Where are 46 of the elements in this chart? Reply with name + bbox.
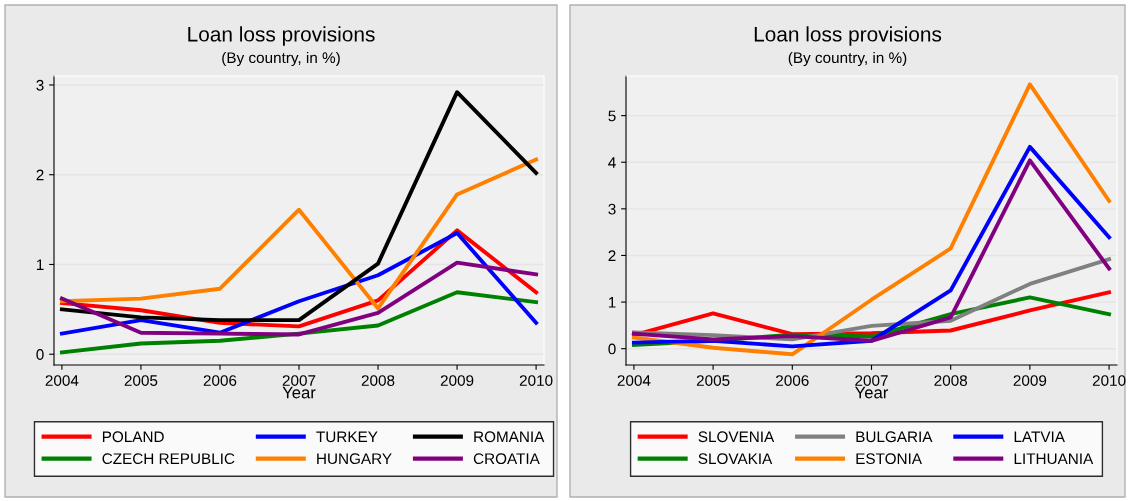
x-tick-label: 2006 [203,375,237,386]
legend-label: HUNGARY [317,453,392,465]
x-tick-label: 2004 [617,375,651,386]
y-tick-label: 3 [36,79,44,91]
x-tick-label: 2007 [855,375,888,386]
legend-label: CROATIA [473,453,540,465]
x-tick-label: 2004 [45,375,79,386]
y-tick-label: 1 [36,259,44,271]
legend-label: LATVIA [1014,431,1065,443]
x-tick-label: 2007 [282,375,316,386]
chart-title: Loan loss provisions [754,26,942,46]
x-tick-label: 2010 [519,375,553,386]
x-tick-label: 2006 [776,375,809,386]
legend-label: SLOVAKIA [698,453,773,465]
chart-subtitle: (By country, in %) [788,51,907,67]
legend-label: CZECH REPUBLIC [102,453,235,465]
legend-label: TURKEY [316,431,378,443]
legend-label: ROMANIA [474,431,545,443]
line-series [59,157,539,311]
x-tick-label: 2008 [934,375,968,386]
x-tick-label: 2010 [1092,375,1126,386]
y-tick-label: 4 [608,157,616,168]
x-tick-label: 2009 [1013,375,1047,386]
legend-label: POLAND [102,431,164,443]
y-tick-label: 5 [608,110,616,122]
x-tick-label: 2005 [696,375,730,386]
y-tick-label: 2 [608,250,616,261]
legend-label: BULGARIA [856,431,933,443]
x-tick-label: 2005 [124,375,158,386]
y-tick-label: 0 [36,349,44,360]
y-tick-label: 3 [608,203,616,215]
y-tick-label: 2 [36,169,44,181]
x-axis-title: Year [855,386,889,399]
x-tick-label: 2008 [361,375,395,386]
line-series [59,260,539,337]
chart-subtitle: (By country, in %) [222,51,340,67]
line-series [59,90,539,323]
legend-label: ESTONIA [856,453,922,465]
legend-label: SLOVENIA [698,431,775,443]
x-tick-label: 2009 [440,375,474,386]
line-series [631,82,1112,357]
y-tick-label: 0 [608,343,616,355]
legend-label: LITHUANIA [1014,453,1094,465]
y-tick-label: 1 [608,297,616,308]
chart-title: Loan loss provisions [188,26,375,46]
x-axis-title: Year [282,386,316,399]
